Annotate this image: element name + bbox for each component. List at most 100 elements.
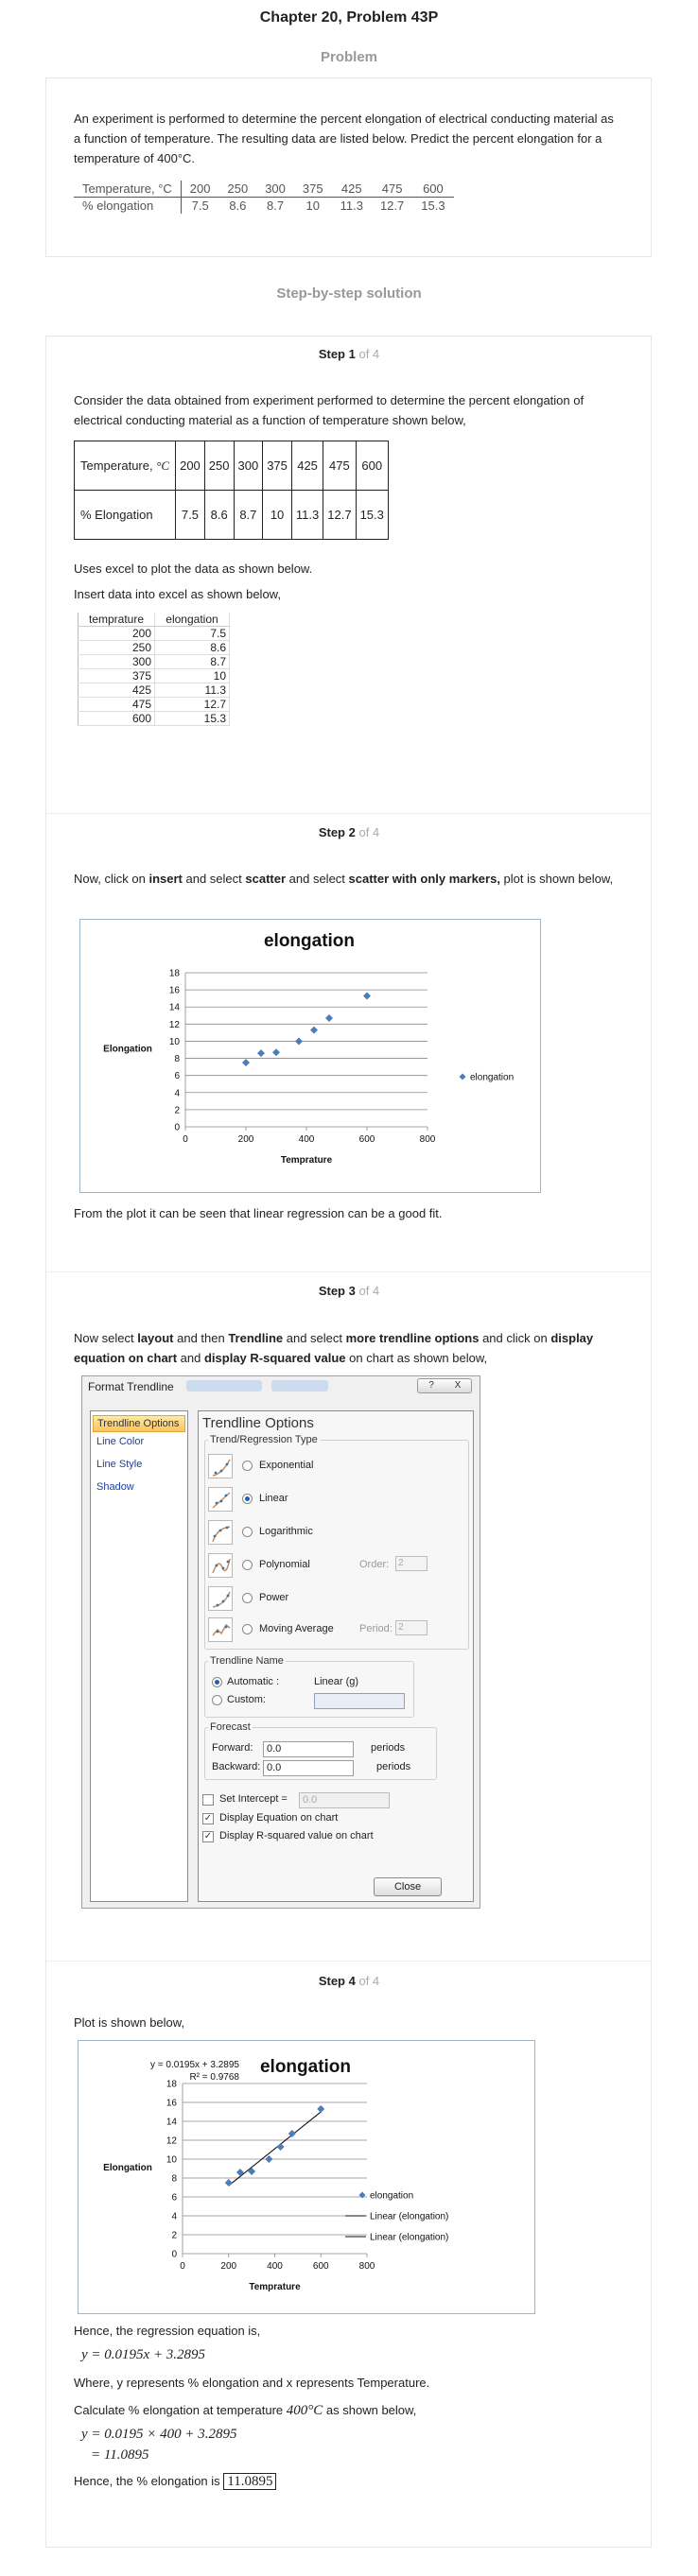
close-icon[interactable]: X [454, 1380, 462, 1391]
excel-row: 475 12.7 [78, 697, 230, 712]
order-stepper[interactable]: 2 [395, 1556, 428, 1571]
step4-final: Hence, the % elongation is 11.0895 [74, 2471, 622, 2492]
excel-row: 300 8.7 [78, 654, 230, 669]
problem-temp-cell: 475 [371, 181, 413, 198]
y-tick-label: 14 [166, 2118, 178, 2128]
x-tick-label: 600 [359, 1134, 375, 1145]
chart1-svg: elongation 0 2 4 6 8 10 12 14 16 18 0 200 400 600 800 Te… [103, 931, 514, 1166]
custom-label: Custom: [227, 1694, 266, 1705]
step4-heading: Step 4 of 4 [318, 1974, 380, 1988]
period-stepper[interactable]: 2 [395, 1620, 428, 1635]
option-power[interactable]: Power [208, 1586, 454, 1613]
option-moving-average[interactable]: Moving Average Period: 2 [208, 1617, 454, 1644]
excel-elong-cell: 10 [154, 668, 230, 683]
radio-moving-average[interactable] [242, 1624, 253, 1634]
step4-hence: Hence, the regression equation is, [74, 2324, 261, 2338]
x-tick-label: 400 [267, 2261, 283, 2272]
excel-temp-cell: 300 [78, 654, 155, 669]
r2-label: R² = 0.9768 [189, 2072, 239, 2083]
nav-line-color[interactable]: Line Color [96, 1436, 145, 1447]
close-button[interactable]: Close [374, 1877, 442, 1896]
chart-title: elongation [264, 931, 355, 951]
step4-intro: Plot is shown below, [74, 2015, 185, 2030]
exponential-icon [208, 1454, 233, 1478]
set-intercept-checkbox[interactable] [202, 1794, 214, 1806]
format-trendline-dialog: Format Trendline ? X Trendline Options L… [81, 1375, 480, 1909]
option-polynomial[interactable]: Polynomial Order: 2 [208, 1553, 454, 1580]
polynomial-icon [208, 1553, 233, 1578]
order-label: Order: [359, 1559, 390, 1570]
problem-elong-cell: 10 [305, 199, 320, 213]
legend-marker [358, 2191, 366, 2199]
radio-logarithmic[interactable] [242, 1527, 253, 1537]
option-logarithmic[interactable]: Logarithmic [208, 1520, 454, 1547]
help-button[interactable]: ? [428, 1380, 434, 1391]
step1-insert-data: Insert data into excel as shown below, [74, 587, 281, 601]
excel-elong-cell: 15.3 [154, 711, 230, 726]
option-linear[interactable]: Linear [208, 1487, 454, 1513]
x-tick-label: 0 [183, 1134, 188, 1145]
nav-trendline-options[interactable]: Trendline Options [93, 1415, 185, 1432]
data-point [325, 1013, 333, 1022]
excel-temp-cell: 375 [78, 668, 155, 683]
page-title: Chapter 20, Problem 43P [259, 9, 439, 26]
step1-elong-cell: 8.6 [203, 490, 235, 540]
trendline [228, 2111, 322, 2187]
radio-linear[interactable] [242, 1494, 253, 1504]
step4-calc: Calculate % elongation at temperature 40… [74, 2403, 417, 2418]
x-tick-label: 200 [220, 2261, 236, 2272]
calc-line1: y = 0.0195 × 400 + 3.2895 [81, 2427, 237, 2442]
excel-temp-cell: 425 [78, 683, 155, 698]
problem-temp-cell: 425 [331, 181, 372, 198]
step1-elong-cell: 15.3 [355, 490, 389, 540]
chart1-frame[interactable]: elongation 0 2 4 6 8 10 12 14 16 18 0 200 400 600 800 Te… [79, 919, 541, 1193]
problem-temp-cell: 375 [293, 181, 332, 198]
x-axis-label: Temprature [281, 1155, 333, 1166]
y-tick-label: 6 [174, 1071, 180, 1081]
nav-line-style[interactable]: Line Style [96, 1459, 143, 1470]
radio-automatic[interactable] [212, 1677, 222, 1687]
data-point [276, 2143, 285, 2151]
y-tick-label: 10 [166, 2155, 178, 2166]
step1-data-table: Temperature, °C 200 250 300 375 425 475 600 % … [73, 441, 389, 540]
solution-heading: Step-by-step solution [276, 285, 422, 302]
excel-row: 600 15.3 [78, 711, 230, 726]
step2-conclusion: From the plot it can be seen that linear… [74, 1206, 443, 1220]
display-equation-checkbox[interactable]: ✓ [202, 1813, 214, 1824]
y-tick-label: 0 [171, 2250, 177, 2260]
y-tick-label: 2 [171, 2231, 177, 2241]
excel-elong-cell: 7.5 [154, 626, 230, 641]
calc-line2: = 11.0895 [91, 2447, 149, 2463]
y-tick-label: 4 [171, 2212, 177, 2222]
forecast-group-label: Forecast [208, 1721, 253, 1733]
step1-temp-cell: 375 [262, 441, 292, 491]
excel-header-elong: elongation [154, 613, 230, 627]
automatic-value: Linear (g) [314, 1676, 359, 1687]
regression-equation: y = 0.0195x + 3.2895 [81, 2347, 206, 2362]
display-r2-checkbox[interactable]: ✓ [202, 1831, 214, 1842]
x-tick-label: 0 [180, 2261, 185, 2272]
forward-input[interactable]: 0.0 [263, 1741, 354, 1757]
y-tick-label: 6 [171, 2193, 177, 2204]
label-moving-average: Moving Average [259, 1623, 334, 1634]
y-axis-label: Elongation [103, 2163, 152, 2173]
radio-polynomial[interactable] [242, 1560, 253, 1570]
legend-marker [459, 1073, 466, 1081]
name-group-label: Trendline Name [208, 1655, 286, 1667]
backward-input[interactable]: 0.0 [263, 1760, 354, 1776]
radio-exponential[interactable] [242, 1461, 253, 1471]
y-tick-label: 12 [169, 1020, 181, 1030]
legend-label: elongation [470, 1073, 514, 1083]
custom-name-input[interactable] [314, 1693, 405, 1709]
nav-shadow[interactable]: Shadow [96, 1481, 134, 1493]
chart2-frame[interactable]: elongation 0 2 4 6 8 10 12 14 16 18 0 200 400 600 800 Te… [78, 2040, 535, 2314]
display-equation-label: Display Equation on chart [219, 1812, 339, 1824]
moving-average-icon [208, 1617, 233, 1642]
forecast-group [204, 1727, 437, 1780]
radio-custom[interactable] [212, 1695, 222, 1705]
radio-power[interactable] [242, 1593, 253, 1603]
intercept-input[interactable]: 0.0 [299, 1792, 390, 1808]
type-group [204, 1440, 469, 1650]
x-tick-label: 800 [359, 2261, 375, 2272]
option-exponential[interactable]: Exponential [208, 1454, 454, 1480]
